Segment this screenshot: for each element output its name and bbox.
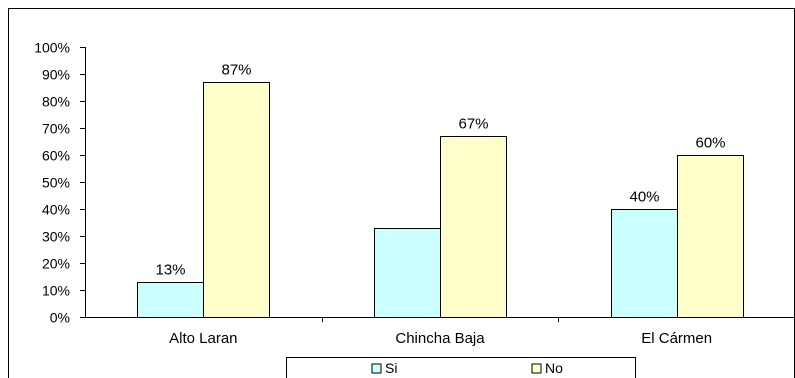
y-tick-label: 80% [42,94,70,110]
y-tick-label: 60% [42,148,70,164]
y-tick-label: 50% [42,175,70,191]
legend: Si No [286,357,636,378]
bar-si [374,228,441,318]
legend-label-no: No [545,360,563,376]
y-tick-label: 90% [42,67,70,83]
x-category-label: Alto Laran [169,330,237,347]
data-label: 40% [629,189,659,206]
bar-si [611,209,678,318]
data-label: 87% [221,62,251,79]
data-label: 67% [458,116,488,133]
legend-label-si: Si [385,360,397,376]
y-tick-label: 10% [42,283,70,299]
y-tick-label: 40% [42,202,70,218]
axis-layer: 0% 10% 20% 30% 40% 50% 60% 70% 80% 90% 100% Alto La… [34,40,795,347]
chart-border [8,8,795,378]
data-label-layer: 13% 40% 87% 67% 60% [155,62,725,279]
bar-layer [137,82,744,318]
data-label: 60% [695,135,725,152]
bar-no [677,155,744,318]
data-label: 13% [155,262,185,279]
bar-no [203,82,270,318]
bar-no [440,136,507,318]
legend-box [286,357,636,378]
y-tick-label: 100% [34,40,70,56]
y-tick-label: 70% [42,121,70,137]
x-category-label: El Cármen [641,330,712,347]
y-tick-label: 30% [42,229,70,245]
bar-si [137,282,204,318]
y-tick-label: 0% [50,310,70,326]
legend-swatch-si [371,363,382,374]
legend-swatch-no [531,363,542,374]
y-tick-label: 20% [42,256,70,272]
x-category-label: Chincha Baja [395,330,485,347]
